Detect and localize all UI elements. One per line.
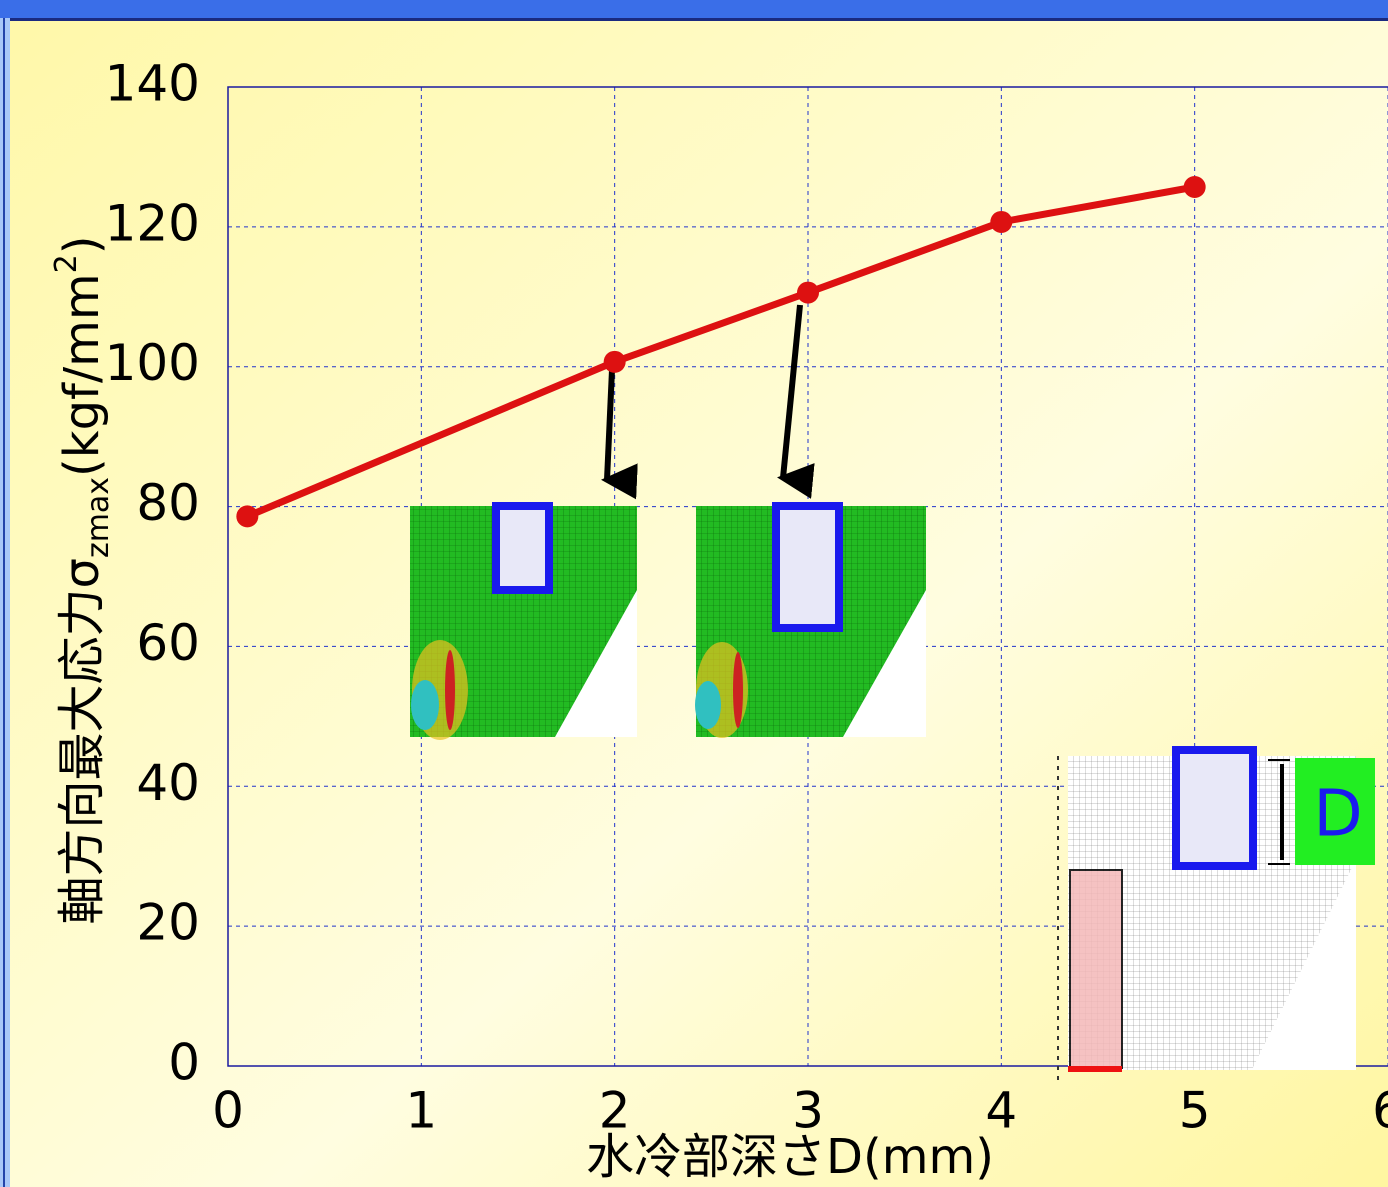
y-label-sub: zmax bbox=[81, 477, 116, 558]
y-tick-label: 100 bbox=[105, 334, 200, 392]
y-tick-label: 20 bbox=[136, 894, 200, 952]
y-label-main: 軸方向最大応力σ bbox=[54, 558, 110, 924]
y-tick-label: 140 bbox=[105, 55, 200, 113]
point bbox=[604, 351, 626, 373]
title-bar-edge bbox=[0, 18, 1388, 21]
y-tick-label: 120 bbox=[105, 194, 200, 252]
x-tick-label: 3 bbox=[792, 1082, 824, 1140]
x-tick-label: 1 bbox=[405, 1082, 437, 1140]
x-tick-label: 5 bbox=[1179, 1082, 1211, 1140]
x-tick-label: 4 bbox=[985, 1082, 1017, 1140]
inset-stress-d2 bbox=[410, 506, 637, 740]
page: {"chart_data": {"type": "line", "x_label… bbox=[0, 0, 1388, 1187]
chart: D 水冷部深さD(mm) 軸方向最大応力σzmax(kgf/mm2) 02040… bbox=[0, 0, 1388, 1187]
y-tick-label: 60 bbox=[136, 614, 200, 672]
y-label-sup: 2 bbox=[49, 254, 84, 273]
point bbox=[990, 211, 1012, 233]
y-tick-label: 80 bbox=[136, 474, 200, 532]
title-bar bbox=[0, 0, 1388, 18]
point bbox=[236, 505, 258, 527]
y-label-unit: (kgf/mm bbox=[54, 273, 110, 477]
point bbox=[797, 282, 819, 304]
x-tick-label: 2 bbox=[599, 1082, 631, 1140]
y-tick-label: 40 bbox=[136, 754, 200, 812]
x-tick-label: 0 bbox=[212, 1082, 244, 1140]
x-tick-label: 6 bbox=[1372, 1082, 1388, 1140]
x-axis-label: 水冷部深さD(mm) bbox=[586, 1129, 994, 1185]
point bbox=[1184, 176, 1206, 198]
annotation: D bbox=[1313, 778, 1362, 852]
y-tick-label: 0 bbox=[168, 1034, 200, 1092]
y-label-close: ) bbox=[54, 236, 110, 255]
inset-stress-d3 bbox=[695, 506, 926, 738]
